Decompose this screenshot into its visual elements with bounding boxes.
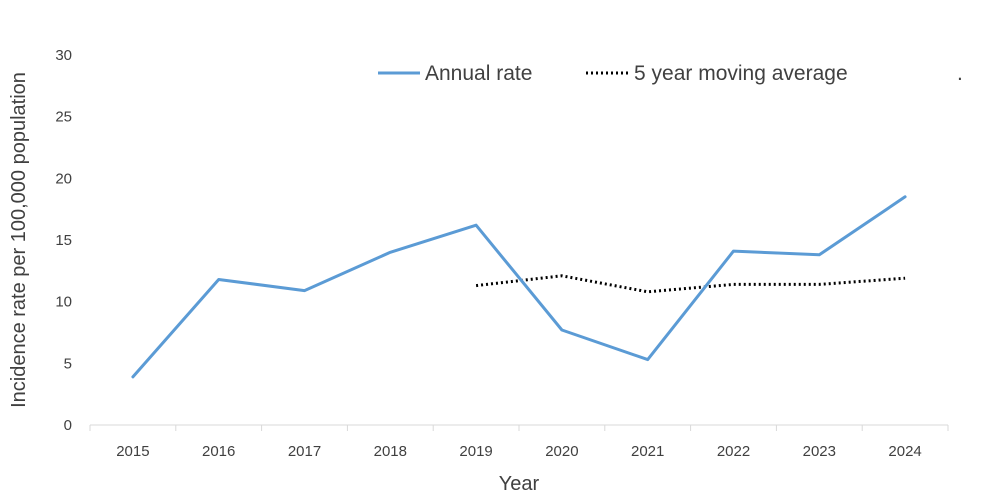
x-tick-label: 2024 bbox=[888, 443, 921, 460]
x-axis-title: Year bbox=[499, 473, 540, 495]
y-tick-label: 20 bbox=[55, 170, 72, 187]
series-layer bbox=[131, 195, 907, 379]
x-tick-label: 2016 bbox=[202, 443, 235, 460]
series-line-moving-average bbox=[475, 274, 906, 294]
x-tick-label: 2019 bbox=[459, 443, 492, 460]
y-tick-label: 0 bbox=[64, 417, 72, 434]
x-axis-ticks: 2015 2016 2017 2018 2019 2020 2021 2022 2023 2024 bbox=[89, 425, 949, 460]
legend-label-annual-rate: Annual rate bbox=[425, 62, 532, 85]
legend: Annual rate 5 year moving average . bbox=[378, 62, 963, 85]
y-tick-label: 10 bbox=[55, 294, 72, 311]
y-axis-ticks: 0 5 10 15 20 25 30 bbox=[55, 47, 72, 434]
x-tick-label: 2022 bbox=[717, 443, 750, 460]
y-tick-label: 5 bbox=[64, 355, 72, 372]
series-line-annual-rate bbox=[131, 195, 907, 379]
x-tick-label: 2020 bbox=[545, 443, 578, 460]
x-tick-label: 2017 bbox=[288, 443, 321, 460]
y-axis-title: Incidence rate per 100,000 population bbox=[8, 72, 30, 408]
y-tick-label: 15 bbox=[55, 232, 72, 249]
legend-label-moving-average: 5 year moving average bbox=[634, 62, 848, 85]
legend-trailing-mark: . bbox=[957, 62, 963, 85]
x-tick-label: 2023 bbox=[803, 443, 836, 460]
x-tick-label: 2018 bbox=[374, 443, 407, 460]
x-tick-label: 2015 bbox=[116, 443, 149, 460]
y-tick-label: 25 bbox=[55, 109, 72, 126]
x-tick-label: 2021 bbox=[631, 443, 664, 460]
y-tick-label: 30 bbox=[55, 47, 72, 64]
